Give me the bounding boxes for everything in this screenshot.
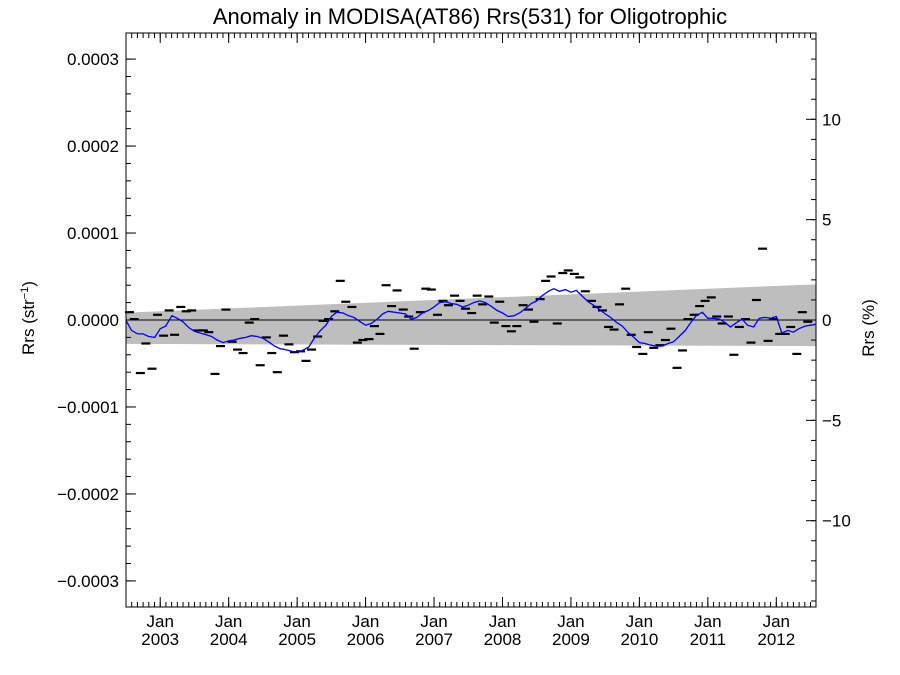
- x-tick-month-label: Jan: [147, 612, 174, 631]
- x-tick-year-label: 2005: [278, 630, 316, 649]
- x-tick-month-label: Jan: [420, 612, 447, 631]
- x-tick-month-label: Jan: [557, 612, 584, 631]
- x-tick-month-label: Jan: [283, 612, 310, 631]
- x-tick-month-label: Jan: [694, 612, 721, 631]
- smoothed-anomaly-line: [125, 287, 817, 353]
- right-y-tick-label: 5: [822, 211, 831, 230]
- x-tick-year-label: 2003: [141, 630, 179, 649]
- chart-title: Anomaly in MODISA(AT86) Rrs(531) for Oli…: [213, 4, 727, 29]
- left-y-tick-label: 0.0002: [67, 137, 119, 156]
- x-tick-year-label: 2010: [620, 630, 658, 649]
- x-tick-month-label: Jan: [626, 612, 653, 631]
- x-axis: Jan2003Jan2004Jan2005Jan2006Jan2007Jan20…: [125, 33, 812, 649]
- x-tick-month-label: Jan: [215, 612, 242, 631]
- right-y-axis-title: Rrs (%): [859, 299, 878, 357]
- plot-area: [124, 32, 817, 608]
- right-y-tick-label: −5: [822, 411, 841, 430]
- right-y-axis: 10 5 0 −5 −10: [806, 38, 851, 602]
- x-tick-year-label: 2007: [415, 630, 453, 649]
- left-y-axis: 0.0003 0.0002 0.0001 0.0000 −0.0001 −0.0002 −0…: [57, 50, 136, 591]
- x-tick-year-label: 2011: [690, 630, 727, 649]
- x-tick-year-label: 2009: [552, 630, 590, 649]
- left-y-axis-title: Rrs (str−1): [19, 281, 38, 355]
- right-y-tick-label: 0: [822, 311, 831, 330]
- left-y-tick-label: 0.0003: [67, 50, 119, 69]
- left-y-tick-label: −0.0003: [57, 572, 119, 591]
- x-tick-month-label: Jan: [763, 612, 790, 631]
- left-y-tick-label: 0.0000: [67, 311, 119, 330]
- x-tick-year-label: 2012: [757, 630, 795, 649]
- right-y-tick-label: −10: [822, 512, 851, 531]
- uncertainty-band: [126, 284, 816, 347]
- x-tick-year-label: 2006: [347, 630, 385, 649]
- left-y-tick-label: −0.0002: [57, 485, 119, 504]
- x-tick-month-label: Jan: [352, 612, 379, 631]
- left-y-tick-label: 0.0001: [67, 224, 119, 243]
- left-y-tick-label: −0.0001: [57, 398, 119, 417]
- x-tick-year-label: 2004: [210, 630, 248, 649]
- x-tick-month-label: Jan: [489, 612, 516, 631]
- x-tick-year-label: 2008: [484, 630, 522, 649]
- right-y-tick-label: 10: [822, 110, 841, 129]
